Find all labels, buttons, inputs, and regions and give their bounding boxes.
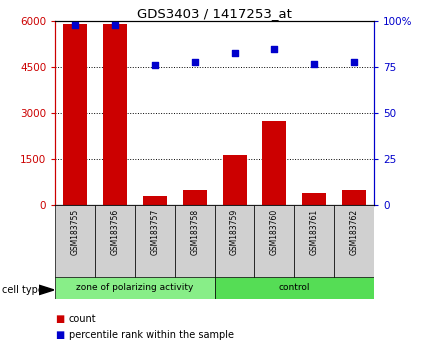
Point <box>151 63 158 68</box>
Bar <box>95 205 135 278</box>
Text: percentile rank within the sample: percentile rank within the sample <box>69 330 234 339</box>
Bar <box>63 24 87 205</box>
Bar <box>215 205 255 278</box>
Text: GSM183760: GSM183760 <box>270 209 279 255</box>
Point <box>112 22 119 28</box>
Text: control: control <box>278 284 310 292</box>
Text: ■: ■ <box>55 314 65 324</box>
Point <box>311 61 317 67</box>
Bar <box>55 277 215 299</box>
Text: zone of polarizing activity: zone of polarizing activity <box>76 284 194 292</box>
Bar <box>294 205 334 278</box>
Point <box>351 59 357 64</box>
Text: GSM183759: GSM183759 <box>230 209 239 255</box>
Bar <box>255 205 294 278</box>
Text: GSM183755: GSM183755 <box>71 209 79 255</box>
Polygon shape <box>39 285 54 295</box>
Text: GSM183757: GSM183757 <box>150 209 159 255</box>
Bar <box>55 205 95 278</box>
Bar <box>223 155 246 205</box>
Bar <box>183 190 207 205</box>
Bar <box>215 277 374 299</box>
Bar <box>103 24 127 205</box>
Bar <box>342 190 366 205</box>
Point <box>72 22 79 28</box>
Text: ■: ■ <box>55 330 65 339</box>
Point <box>231 50 238 55</box>
Title: GDS3403 / 1417253_at: GDS3403 / 1417253_at <box>137 7 292 20</box>
Point <box>191 59 198 64</box>
Bar <box>334 205 374 278</box>
Bar <box>262 121 286 205</box>
Point <box>271 46 278 52</box>
Bar <box>175 205 215 278</box>
Text: GSM183761: GSM183761 <box>310 209 319 255</box>
Text: GSM183756: GSM183756 <box>110 209 119 255</box>
Bar <box>135 205 175 278</box>
Bar <box>143 196 167 205</box>
Text: cell type: cell type <box>2 285 44 295</box>
Text: count: count <box>69 314 96 324</box>
Text: GSM183762: GSM183762 <box>350 209 359 255</box>
Text: GSM183758: GSM183758 <box>190 209 199 255</box>
Bar <box>302 193 326 205</box>
